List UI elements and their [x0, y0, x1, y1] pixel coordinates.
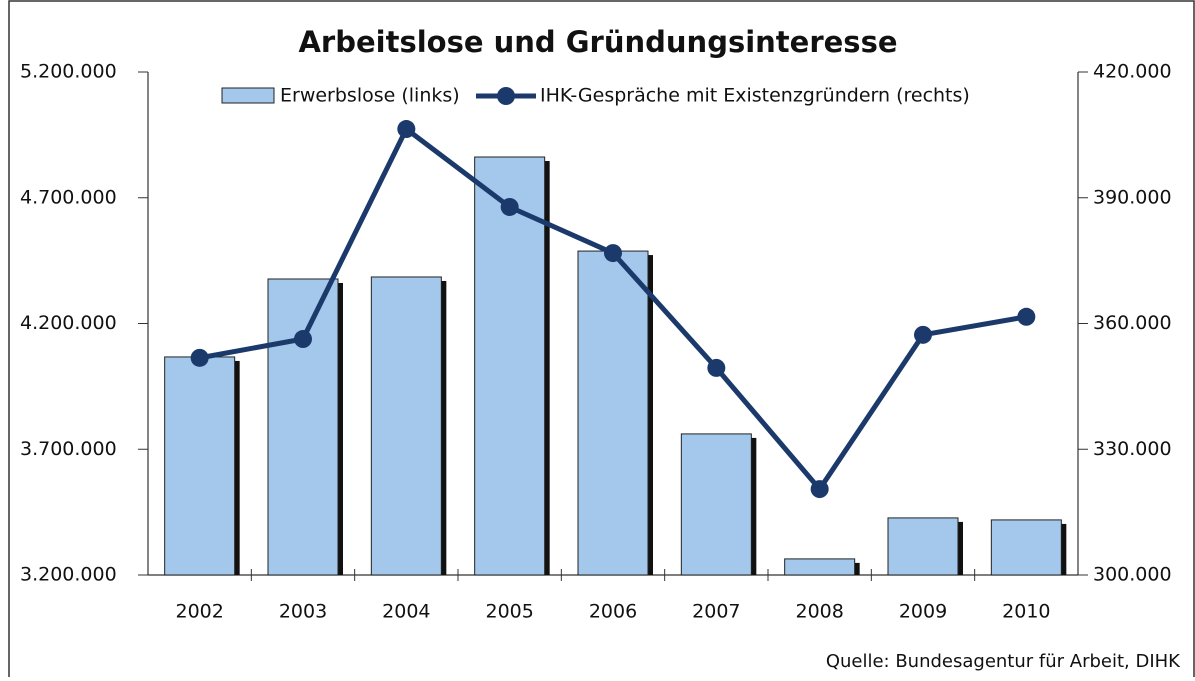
bar — [784, 558, 856, 576]
legend-label: IHK-Gespräche mit Existenzgründern (rech… — [540, 85, 970, 107]
line-point — [914, 325, 932, 344]
source: Quelle: Bundesagentur für Arbeit, DIHK — [826, 651, 1181, 672]
bar — [267, 278, 339, 576]
line-point — [500, 197, 519, 216]
x-tick-label: 2002 — [175, 601, 223, 623]
x-tick-label: 2008 — [795, 601, 843, 623]
line-point — [294, 330, 312, 349]
bar — [164, 356, 236, 576]
bar — [680, 433, 752, 576]
x-tick-label: 2003 — [279, 601, 327, 623]
y-tick-label: 3.200.000 — [20, 564, 117, 586]
bar — [577, 250, 649, 576]
legend-label: Erwerbslose (links) — [280, 85, 460, 107]
legend-marker — [497, 87, 515, 105]
x-tick-label: 2006 — [589, 601, 637, 623]
x-tick-label: 2007 — [692, 601, 740, 623]
y2-tick-label: 360.000 — [1093, 312, 1172, 334]
x-tick-label: 2005 — [485, 601, 533, 623]
line-point — [604, 244, 622, 263]
y2-tick-label: 420.000 — [1093, 61, 1172, 83]
y-tick-label: 5.200.000 — [20, 61, 117, 83]
line-point — [707, 358, 726, 377]
x-tick-label: 2010 — [1002, 601, 1050, 623]
line-point — [1017, 307, 1036, 326]
bar — [887, 517, 959, 576]
x-tick-label: 2009 — [899, 601, 947, 623]
frame — [8, 0, 1195, 681]
y2-tick-label: 300.000 — [1093, 564, 1172, 586]
line-point — [190, 348, 209, 367]
bar — [990, 519, 1062, 576]
y-tick-label: 3.700.000 — [20, 438, 117, 460]
line-point — [810, 480, 829, 499]
x-tick-label: 2004 — [382, 601, 430, 623]
legend-swatch — [221, 87, 275, 104]
y2-tick-label: 390.000 — [1093, 186, 1172, 208]
line-point — [397, 120, 416, 139]
chart-title: Arbeitslose und Gründungsinteresse — [298, 25, 897, 59]
y-tick-label: 4.200.000 — [20, 312, 117, 334]
y-tick-label: 4.700.000 — [20, 186, 117, 208]
y2-tick-label: 330.000 — [1093, 438, 1172, 460]
bar — [370, 276, 442, 576]
bar — [474, 156, 546, 576]
